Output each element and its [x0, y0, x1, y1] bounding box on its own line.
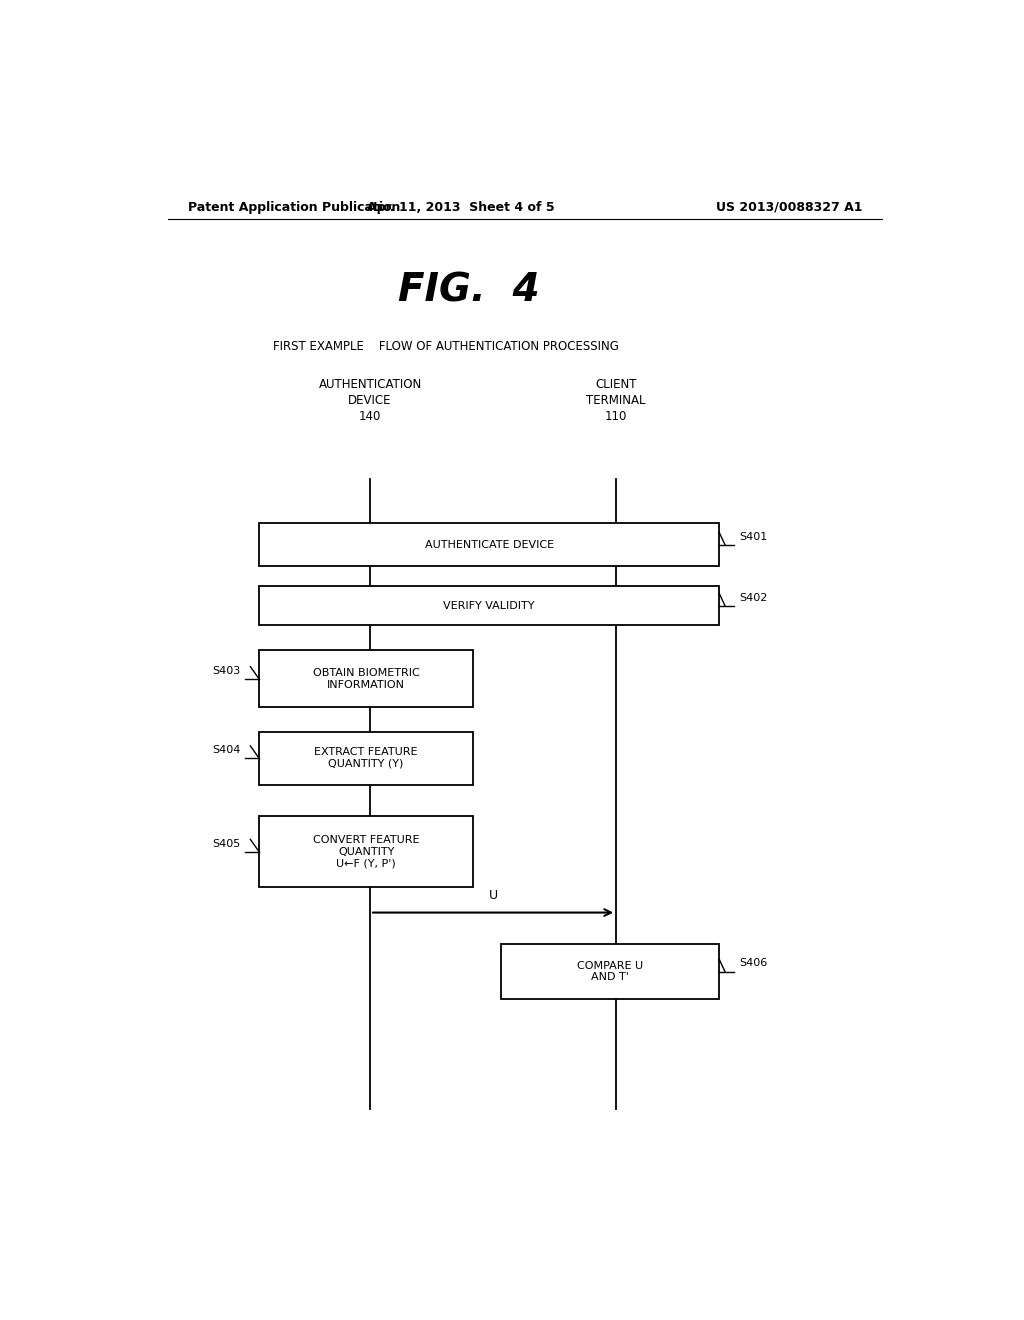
Text: 110: 110: [605, 411, 628, 424]
Text: FIG.  4: FIG. 4: [398, 272, 540, 309]
Text: CLIENT: CLIENT: [595, 378, 637, 391]
Text: 140: 140: [358, 411, 381, 424]
Text: S404: S404: [212, 744, 241, 755]
Text: EXTRACT FEATURE
QUANTITY (Y): EXTRACT FEATURE QUANTITY (Y): [314, 747, 418, 768]
Bar: [259, 816, 473, 887]
Text: US 2013/0088327 A1: US 2013/0088327 A1: [716, 201, 862, 214]
Bar: [259, 731, 473, 784]
Text: S401: S401: [739, 532, 767, 541]
Text: TERMINAL: TERMINAL: [587, 393, 646, 407]
Text: S405: S405: [212, 838, 241, 849]
Text: DEVICE: DEVICE: [348, 393, 392, 407]
Bar: [259, 523, 719, 566]
Text: S402: S402: [739, 593, 767, 602]
Bar: [259, 586, 719, 624]
Text: S403: S403: [212, 665, 241, 676]
Text: AUTHENTICATION: AUTHENTICATION: [318, 378, 422, 391]
Text: COMPARE U
AND T': COMPARE U AND T': [578, 961, 643, 982]
Text: S406: S406: [739, 958, 767, 969]
Text: Patent Application Publication: Patent Application Publication: [187, 201, 400, 214]
Text: CONVERT FEATURE
QUANTITY
U←F (Y, P'): CONVERT FEATURE QUANTITY U←F (Y, P'): [312, 836, 420, 869]
Text: VERIFY VALIDITY: VERIFY VALIDITY: [443, 601, 535, 611]
Bar: [259, 651, 473, 708]
Bar: [501, 944, 719, 999]
Text: AUTHENTICATE DEVICE: AUTHENTICATE DEVICE: [425, 540, 554, 549]
Text: FIRST EXAMPLE    FLOW OF AUTHENTICATION PROCESSING: FIRST EXAMPLE FLOW OF AUTHENTICATION PRO…: [272, 341, 618, 352]
Text: U: U: [488, 890, 498, 903]
Text: Apr. 11, 2013  Sheet 4 of 5: Apr. 11, 2013 Sheet 4 of 5: [368, 201, 555, 214]
Text: OBTAIN BIOMETRIC
INFORMATION: OBTAIN BIOMETRIC INFORMATION: [312, 668, 420, 689]
